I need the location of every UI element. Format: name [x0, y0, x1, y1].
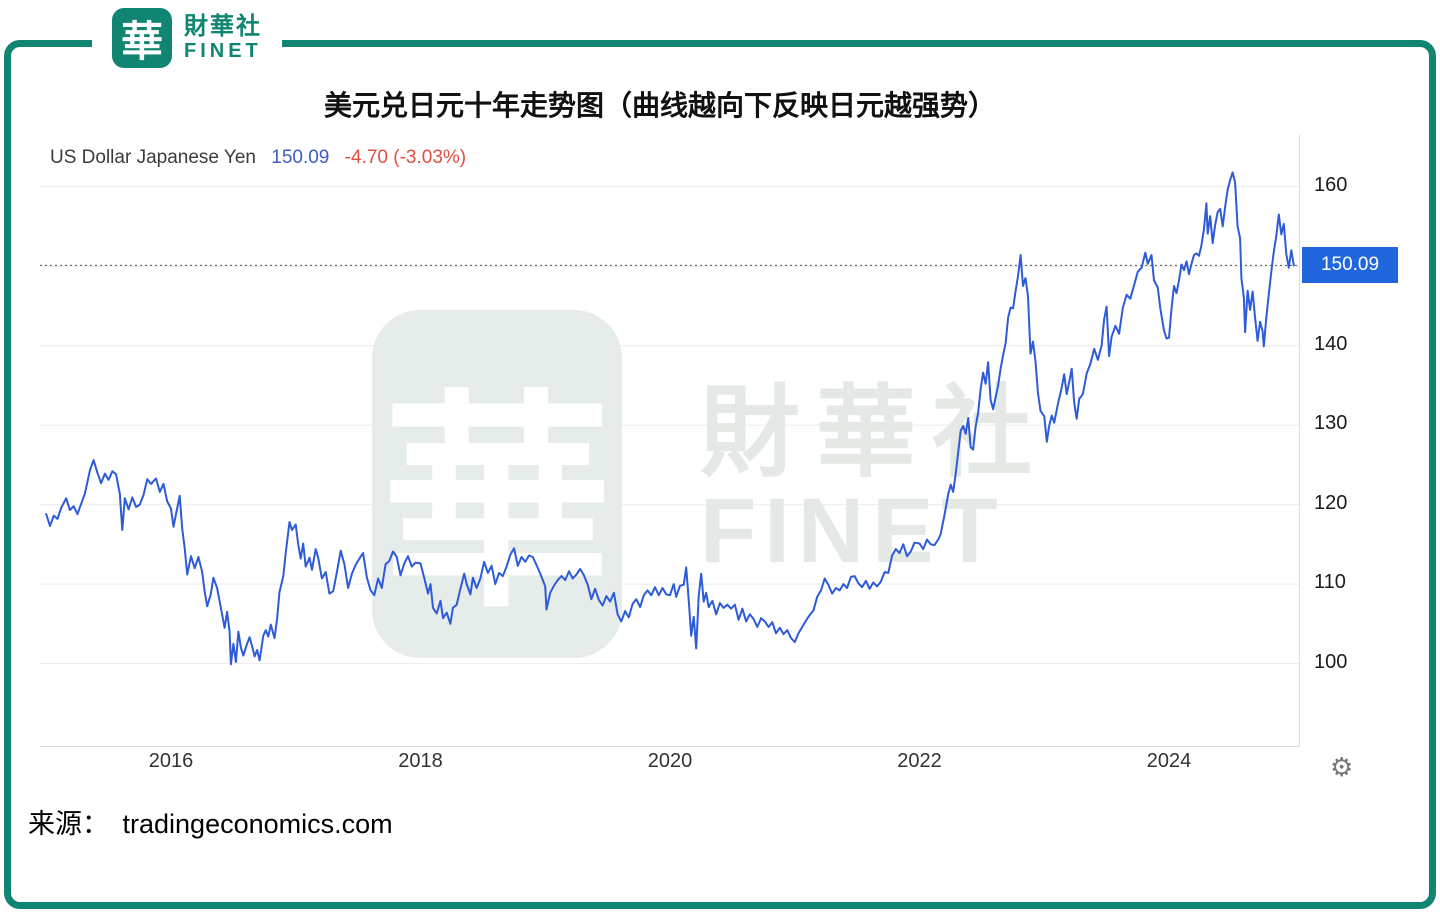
finet-logo-text: 財華社 FINET [184, 12, 262, 63]
series-name: US Dollar Japanese Yen [50, 147, 256, 168]
watermark-text-cn: 財華社 [700, 377, 1048, 489]
series-last-price: 150.09 [271, 147, 330, 168]
series-change: -4.70 (-3.03%) [344, 147, 467, 168]
y-axis: 150.09 160 140 130 120 110 100 [1300, 135, 1440, 747]
finet-logo-glyph: 華 [120, 17, 163, 65]
watermark-logo-icon: 華 [372, 310, 622, 658]
brand-name-cn: 財華社 [184, 12, 262, 40]
x-axis-label-2024: 2024 [1146, 750, 1192, 772]
y-axis-label-100: 100 [1314, 650, 1348, 673]
series-label: US Dollar Japanese Yen 150.09 -4.70 (-3.… [50, 147, 466, 169]
brand-name-en: FINET [184, 40, 262, 63]
source-prefix: 来源： [28, 809, 109, 839]
finet-logo: 華 財華社 FINET [92, 2, 282, 74]
y-axis-label-120: 120 [1314, 491, 1348, 514]
x-axis-label-2022: 2022 [897, 750, 942, 772]
source-domain: tradingeconomics.com [122, 809, 393, 839]
source-caption: 来源： tradingeconomics.com [28, 802, 393, 841]
usdjpy-price-line [45, 171, 1295, 666]
chart-settings-gear-icon[interactable]: ⚙ [1330, 752, 1354, 782]
chart-gridlines [40, 135, 1300, 747]
watermark-text: 財華社 FINET [700, 383, 1048, 577]
x-axis-label-2018: 2018 [398, 750, 443, 772]
watermark-text-en: FINET [700, 480, 1006, 582]
page-title: 美元兑日元十年走势图（曲线越向下反映日元越强势） [323, 90, 996, 121]
x-axis-label-2020: 2020 [647, 750, 693, 772]
x-axis: 2016 2018 2020 2022 2024 [40, 750, 1300, 780]
watermark-logo-glyph: 華 [381, 375, 612, 633]
y-axis-label-110: 110 [1314, 571, 1346, 594]
finet-logo-icon: 華 [112, 8, 172, 68]
y-axis-label-140: 140 [1314, 332, 1348, 355]
x-axis-label-2016: 2016 [148, 750, 194, 772]
y-axis-label-130: 130 [1314, 412, 1348, 435]
chart-series-line [40, 171, 1300, 666]
current-price-badge: 150.09 [1302, 247, 1398, 284]
y-axis-label-160: 160 [1314, 173, 1348, 196]
price-line-chart[interactable]: 華 財華社 FINET US Dollar Japanese Yen 150.0… [40, 135, 1300, 747]
